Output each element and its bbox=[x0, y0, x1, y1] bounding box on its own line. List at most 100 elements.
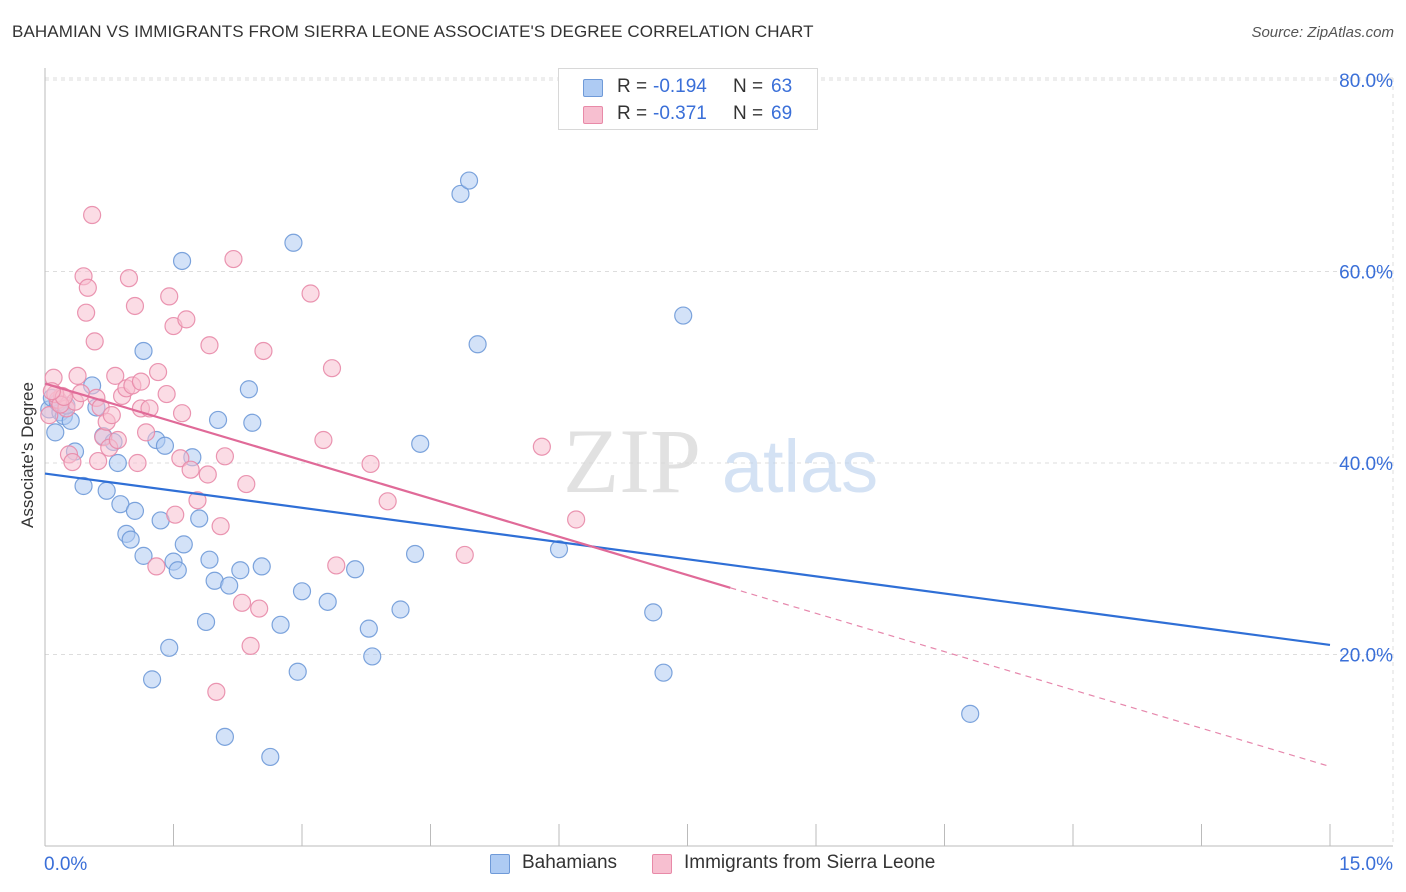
sierra-leone-point bbox=[241, 636, 260, 655]
bahamians-point bbox=[411, 434, 430, 453]
bahamians-point bbox=[231, 561, 250, 580]
bahamians-point bbox=[134, 546, 153, 565]
sierra-leone-point bbox=[106, 366, 125, 385]
legend-r-value: -0.371 bbox=[653, 103, 707, 124]
x-tick-label: 0.0% bbox=[44, 854, 87, 875]
sierra-leone-point bbox=[83, 205, 102, 225]
bahamians-point bbox=[108, 453, 127, 473]
watermark-atlas: atlas bbox=[722, 425, 878, 508]
sierra-leone-point bbox=[198, 465, 217, 484]
legend-n-value: 63 bbox=[771, 76, 793, 97]
bahamians-point bbox=[239, 380, 258, 399]
bahamians-point bbox=[220, 576, 239, 595]
legend-n-label: N = bbox=[733, 103, 764, 124]
sierra-leone-point bbox=[125, 296, 145, 316]
bahamians-point bbox=[215, 727, 234, 746]
bottom-legend-swatch-bahamians bbox=[490, 854, 510, 874]
bahamians-point bbox=[190, 509, 209, 528]
source-label: Source: ZipAtlas.com bbox=[1251, 24, 1394, 41]
bahamians-point bbox=[405, 544, 425, 564]
axes bbox=[44, 68, 1393, 847]
sierra-leone-point bbox=[157, 384, 176, 404]
bahamians-point bbox=[451, 184, 470, 204]
sierra-leone-point bbox=[567, 510, 586, 529]
bahamians-point bbox=[363, 647, 382, 666]
bahamians-point bbox=[288, 662, 307, 681]
sierra-leone-point bbox=[102, 406, 121, 425]
axis-labels: 20.0% 40.0% 60.0% 80.0% 0.0% 15.0% bbox=[44, 71, 1393, 875]
sierra-leone-point bbox=[361, 454, 380, 474]
legend-swatch-sierra-leone bbox=[583, 106, 603, 124]
bahamians-point bbox=[160, 638, 179, 657]
bahamians-point bbox=[654, 663, 673, 682]
sierra-leone-point bbox=[322, 359, 342, 378]
bahamians-point bbox=[168, 561, 187, 580]
sierra-leone-point bbox=[455, 545, 474, 565]
legend-n-value: 69 bbox=[771, 103, 793, 124]
sierra-leone-point bbox=[128, 453, 147, 473]
legend-r-value: -0.194 bbox=[653, 76, 707, 97]
sierra-leone-point bbox=[177, 310, 196, 329]
sierra-leone-point bbox=[232, 593, 252, 612]
sierra-leone-point bbox=[40, 406, 59, 425]
sierra-leone-point bbox=[78, 278, 97, 297]
gridlines bbox=[45, 77, 1394, 846]
bahamians-point bbox=[318, 592, 337, 611]
legend-r-label: R = bbox=[617, 103, 648, 124]
sierra-leone-point bbox=[85, 332, 104, 351]
bahamians-point bbox=[74, 476, 93, 496]
sierra-leone-point bbox=[301, 284, 320, 303]
y-tick-label: 20.0% bbox=[1339, 646, 1393, 667]
sierra-leone-point bbox=[89, 451, 108, 471]
bahamians-point bbox=[292, 582, 312, 601]
bahamians-point bbox=[172, 251, 192, 271]
bahamians-point bbox=[252, 557, 271, 576]
sierra-leone-point bbox=[224, 249, 243, 269]
sierra-leone-point bbox=[77, 303, 96, 322]
bahamians-point bbox=[121, 530, 140, 549]
bahamians-point bbox=[261, 747, 280, 767]
bahamians-point bbox=[208, 410, 228, 430]
bahamians-point bbox=[468, 335, 487, 354]
sierra-leone-point bbox=[181, 460, 200, 479]
y-axis-label: Associate's Degree bbox=[18, 382, 37, 528]
legend-swatch-bahamians bbox=[583, 79, 603, 97]
sierra-leone-point bbox=[215, 447, 234, 466]
sierra-leone-point bbox=[207, 682, 226, 701]
sierra-leone-point bbox=[378, 492, 397, 511]
bahamians-point bbox=[46, 423, 65, 442]
y-tick-label: 60.0% bbox=[1339, 263, 1393, 284]
bahamians-point bbox=[134, 341, 153, 361]
bahamians-point bbox=[359, 619, 378, 638]
sierra-leone-point bbox=[237, 474, 256, 494]
stats-legend: R = -0.194 N = 63 R = -0.371 N = 69 bbox=[558, 68, 818, 130]
watermark-zip: ZIP bbox=[563, 410, 701, 512]
bottom-legend-label-sierra-leone: Immigrants from Sierra Leone bbox=[684, 852, 936, 873]
bahamians-point bbox=[174, 535, 193, 554]
bahamians-point bbox=[200, 550, 219, 569]
bahamians-point bbox=[284, 233, 303, 252]
bahamians-point bbox=[125, 501, 145, 520]
bahamians-point bbox=[459, 171, 479, 190]
bahamians-point bbox=[243, 413, 262, 432]
sierra-leone-point bbox=[166, 505, 185, 524]
bahamians-point bbox=[549, 540, 569, 559]
sierra-leone-trend-line-dashed bbox=[730, 587, 1331, 768]
sierra-leone-point bbox=[108, 430, 127, 450]
bahamians-point bbox=[391, 600, 410, 619]
x-tick-label: 15.0% bbox=[1339, 854, 1393, 875]
y-tick-label: 80.0% bbox=[1339, 71, 1393, 92]
sierra-leone-point bbox=[211, 517, 230, 536]
trend-lines bbox=[44, 382, 1331, 768]
bahamians-point bbox=[346, 560, 365, 579]
bahamians-point bbox=[142, 670, 162, 689]
bahamians-point bbox=[644, 603, 663, 622]
sierra-leone-point bbox=[171, 449, 190, 468]
bottom-legend-label-bahamians: Bahamians bbox=[522, 852, 618, 873]
watermark: ZIP atlas bbox=[563, 410, 878, 512]
sierra-leone-point bbox=[250, 599, 269, 618]
bahamians-point bbox=[961, 704, 980, 723]
legend-n-label: N = bbox=[733, 76, 764, 97]
sierra-leone-point bbox=[160, 287, 179, 306]
sierra-leone-point bbox=[147, 557, 166, 576]
